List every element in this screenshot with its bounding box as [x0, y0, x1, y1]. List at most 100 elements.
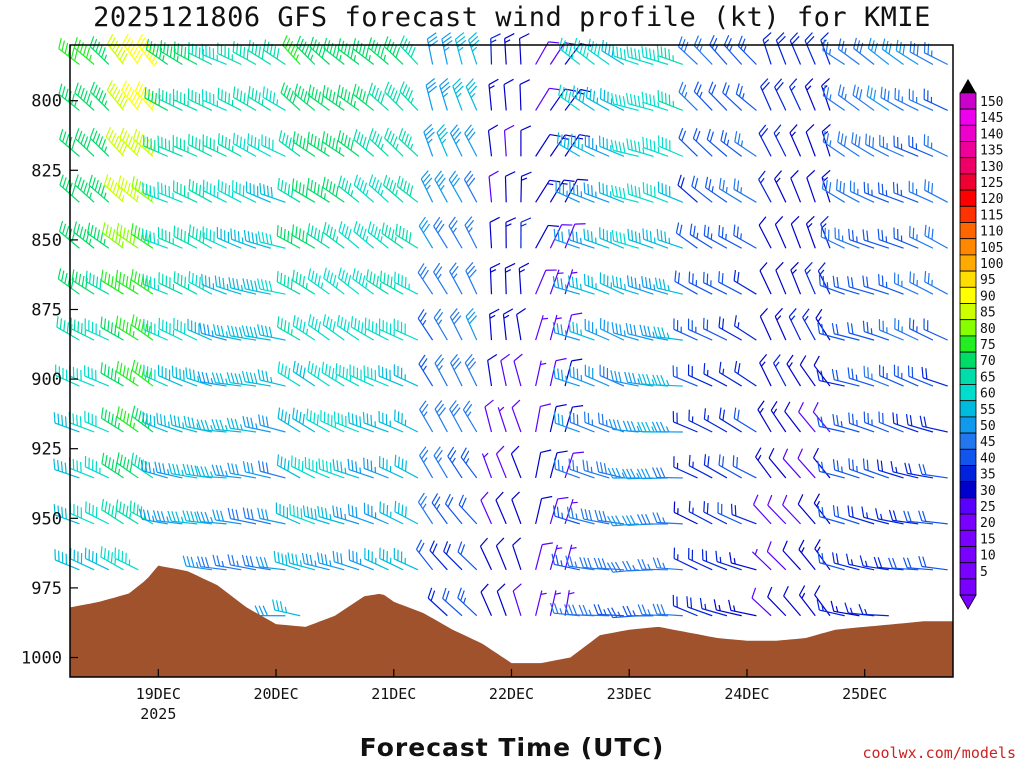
- wind-barb: [863, 181, 890, 203]
- wind-barb: [419, 400, 434, 433]
- wind-barb: [100, 316, 124, 341]
- wind-barb: [172, 135, 198, 157]
- wind-barb: [242, 278, 271, 295]
- wind-barb: [848, 412, 875, 433]
- wind-barb: [535, 269, 557, 295]
- x-tick-sublabel: 2025: [140, 705, 176, 723]
- wind-barb: [394, 454, 419, 479]
- wind-barb: [715, 550, 742, 571]
- wind-barb: [258, 414, 286, 433]
- colorbar-label: 5: [980, 565, 988, 580]
- wind-barb: [85, 270, 110, 295]
- wind-barb: [837, 38, 860, 65]
- wind-barb: [797, 494, 816, 525]
- wind-barb: [737, 35, 757, 65]
- wind-barb: [611, 185, 639, 203]
- wind-barb: [258, 460, 286, 479]
- wind-barb: [583, 411, 610, 433]
- wind-barb: [847, 505, 875, 525]
- wind-barb: [187, 318, 213, 341]
- wind-barb: [822, 130, 846, 157]
- wind-barb: [735, 83, 757, 111]
- wind-barb: [292, 269, 316, 295]
- wind-barb: [368, 128, 389, 157]
- wind-barb: [318, 458, 345, 479]
- wind-barb: [921, 366, 948, 387]
- wind-barb: [773, 124, 787, 157]
- wind-barb: [832, 505, 860, 525]
- wind-barb: [888, 557, 919, 571]
- colorbar-label: 75: [980, 338, 996, 353]
- wind-barb: [918, 555, 948, 571]
- wind-barb: [802, 308, 816, 341]
- wind-barb: [852, 84, 875, 111]
- wind-barb: [832, 459, 860, 479]
- wind-barb: [53, 458, 80, 479]
- wind-barb: [879, 134, 904, 157]
- wind-barb: [291, 224, 316, 249]
- wind-barb: [703, 363, 728, 387]
- wind-barb: [230, 228, 257, 249]
- colorbar-label: 55: [980, 403, 996, 418]
- wind-barb: [878, 319, 904, 341]
- wind-barb: [202, 179, 227, 203]
- x-tick-label: 20DEC: [253, 685, 298, 703]
- wind-barb: [444, 493, 463, 525]
- wind-barb: [610, 370, 639, 387]
- wind-barb: [159, 40, 183, 66]
- wind-barb: [172, 180, 198, 203]
- wind-barb: [172, 88, 198, 111]
- wind-barb: [573, 37, 595, 65]
- wind-barb: [226, 417, 257, 433]
- wind-barb: [728, 599, 757, 617]
- wind-barb: [678, 127, 698, 157]
- wind-barb: [378, 365, 404, 387]
- wind-barb: [733, 315, 757, 341]
- wind-barb: [848, 228, 875, 249]
- wind-barb: [767, 586, 787, 617]
- wind-barb: [383, 36, 404, 65]
- wind-barb: [549, 179, 575, 203]
- wind-barb: [74, 174, 95, 203]
- colorbar-cell: [959, 448, 977, 466]
- wind-barb: [556, 132, 581, 157]
- wind-barb: [306, 408, 330, 433]
- y-tick-label: 975: [31, 579, 62, 599]
- wind-barb: [107, 34, 128, 65]
- wind-barb: [564, 589, 575, 616]
- wind-barb: [551, 553, 580, 571]
- wind-barb: [817, 322, 845, 341]
- wind-barb: [672, 411, 698, 433]
- wind-barb: [789, 32, 802, 65]
- wind-barb: [599, 227, 625, 249]
- wind-barb: [489, 308, 500, 341]
- wind-barb: [287, 552, 316, 571]
- x-tick-label: 21DEC: [371, 685, 416, 703]
- wind-barb: [774, 307, 787, 341]
- wind-barb: [245, 181, 271, 203]
- wind-barb: [511, 399, 522, 433]
- wind-barb: [295, 35, 316, 65]
- wind-barb: [653, 326, 683, 341]
- wind-barb: [130, 269, 154, 295]
- wind-barb: [196, 511, 227, 525]
- wind-barb: [599, 272, 625, 295]
- wind-barb: [398, 128, 419, 157]
- wind-barb: [535, 87, 561, 111]
- wind-barb: [642, 228, 669, 249]
- wind-barb: [337, 130, 360, 157]
- wind-barb: [468, 32, 480, 65]
- wind-barb: [255, 556, 286, 571]
- wind-barb: [368, 82, 389, 111]
- wind-barb: [642, 136, 669, 157]
- wind-barb: [759, 354, 772, 387]
- wind-barb: [84, 410, 110, 433]
- colorbar-cell: [959, 108, 977, 126]
- wind-barb: [816, 415, 845, 433]
- wind-barb: [673, 547, 698, 571]
- wind-barb: [502, 308, 514, 341]
- wind-barb: [733, 269, 757, 295]
- wind-barb: [115, 269, 139, 295]
- wind-barb: [216, 227, 242, 249]
- wind-barb: [227, 554, 257, 571]
